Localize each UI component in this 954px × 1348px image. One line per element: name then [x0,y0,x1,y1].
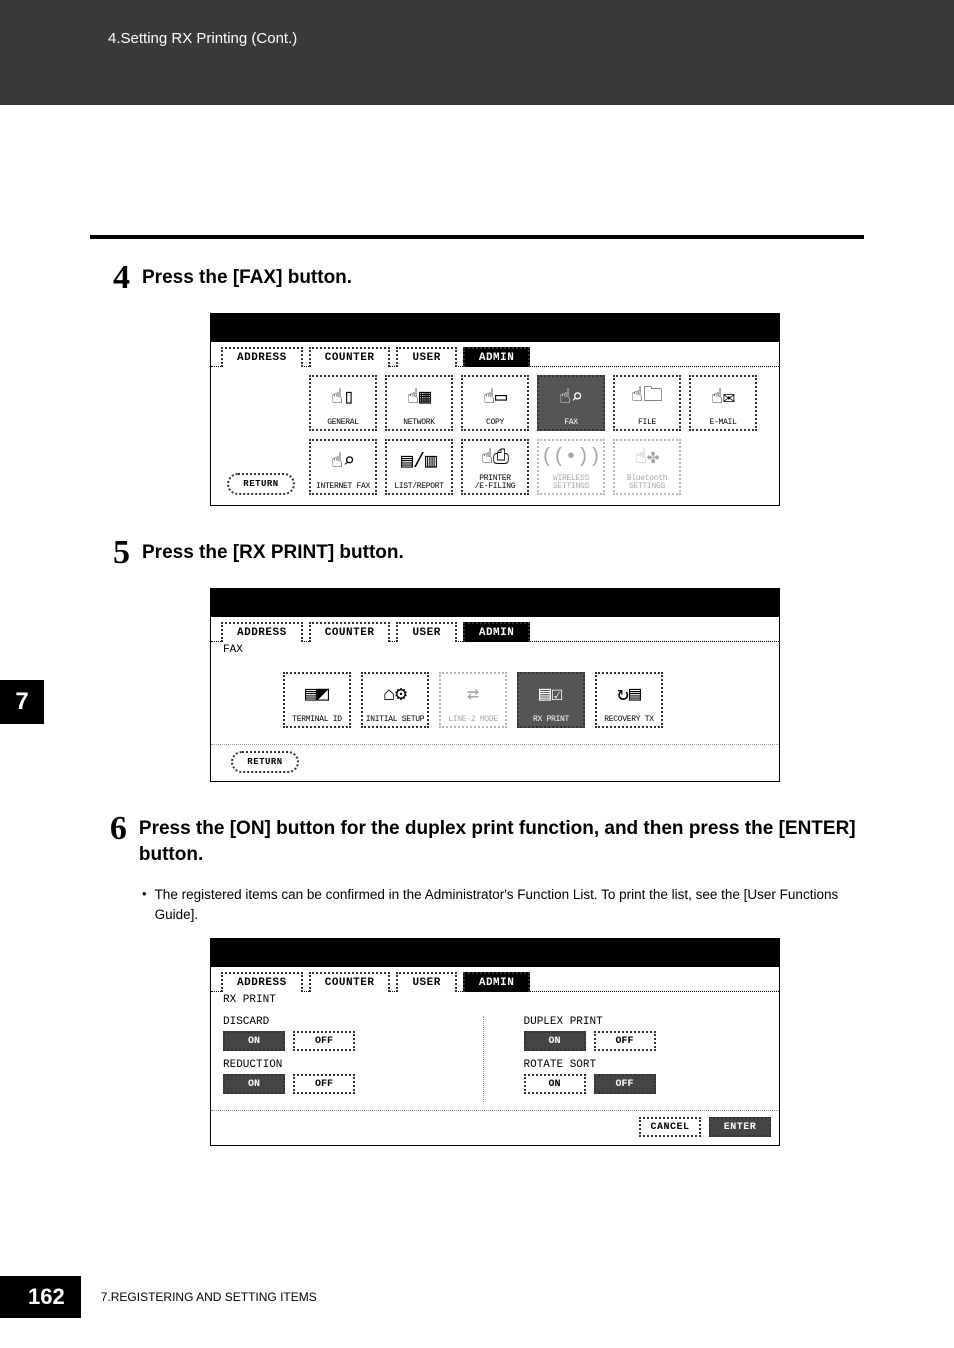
enter-button[interactable]: ENTER [709,1117,771,1137]
screen-subtitle: FAX [211,642,779,662]
printer-icon: ☝⎙ [481,441,509,473]
discard-on-button[interactable]: ON [223,1031,285,1051]
step-number: 5 [90,536,130,570]
note-text: The registered items can be confirmed in… [155,885,864,924]
copy-button[interactable]: ☝▭COPY [461,375,529,431]
tab-address[interactable]: ADDRESS [221,622,303,642]
tab-counter[interactable]: COUNTER [309,972,391,992]
section-rule [90,235,864,239]
step-number: 6 [90,812,127,846]
bluetooth-icon: ☝✤ [635,441,659,473]
footer-chapter: 7.REGISTERING AND SETTING ITEMS [101,1290,317,1304]
rotate-label: ROTATE SORT [524,1059,768,1071]
wireless-settings-button[interactable]: ((•))WIRELESS SETTINGS [537,439,605,495]
step-6-note: • The registered items can be confirmed … [142,885,864,924]
rx-print-icon: ▤☑ [539,674,563,714]
screen-3: ADDRESS COUNTER USER ADMIN RX PRINT DISC… [210,938,864,1146]
reduction-group: REDUCTION ON OFF [223,1059,467,1094]
step-number: 4 [90,261,130,295]
rotate-off-button[interactable]: OFF [594,1074,656,1094]
lcd-tabs: ADDRESS COUNTER USER ADMIN [211,342,779,367]
printer-efiling-button[interactable]: ☝⎙PRINTER /E-FILING [461,439,529,495]
recovery-tx-button[interactable]: ↻▤RECOVERY TX [595,672,663,728]
duplex-off-button[interactable]: OFF [594,1031,656,1051]
tab-counter[interactable]: COUNTER [309,347,391,367]
fax-button[interactable]: ☝⌕FAX [537,375,605,431]
chapter-side-tab: 7 [0,680,44,724]
duplex-label: DUPLEX PRINT [524,1016,768,1028]
discard-off-button[interactable]: OFF [293,1031,355,1051]
tab-address[interactable]: ADDRESS [221,972,303,992]
discard-label: DISCARD [223,1016,467,1028]
rotate-on-button[interactable]: ON [524,1074,586,1094]
terminal-id-icon: ▤◩ [305,674,329,714]
lcd-titlebar [211,939,779,967]
lcd-titlebar [211,314,779,342]
cancel-button[interactable]: CANCEL [639,1117,701,1137]
list-report-icon: ▤/▥ [401,441,437,481]
tab-user[interactable]: USER [396,622,456,642]
duplex-group: DUPLEX PRINT ON OFF [524,1016,768,1051]
step-instruction: Press the [ON] button for the duplex pri… [139,812,864,867]
page-footer: 162 7.REGISTERING AND SETTING ITEMS [0,1276,317,1318]
reduction-off-button[interactable]: OFF [293,1074,355,1094]
step-6: 6 Press the [ON] button for the duplex p… [90,812,864,867]
discard-group: DISCARD ON OFF [223,1016,467,1051]
list-report-button[interactable]: ▤/▥LIST/REPORT [385,439,453,495]
network-icon: ☝▦ [407,377,431,417]
email-icon: ☝✉ [711,377,735,417]
tab-admin[interactable]: ADMIN [463,622,531,642]
tab-address[interactable]: ADDRESS [221,347,303,367]
network-button[interactable]: ☝▦NETWORK [385,375,453,431]
page-number: 162 [0,1276,81,1318]
initial-setup-button[interactable]: ⌂⚙INITIAL SETUP [361,672,429,728]
file-button[interactable]: ☝🗀FILE [613,375,681,431]
bluetooth-settings-button[interactable]: ☝✤Bluetooth SETTINGS [613,439,681,495]
copy-icon: ☝▭ [483,377,507,417]
step-instruction: Press the [RX PRINT] button. [142,536,404,566]
step-5: 5 Press the [RX PRINT] button. [90,536,864,570]
recovery-tx-icon: ↻▤ [617,674,641,714]
tab-admin[interactable]: ADMIN [463,972,531,992]
return-button[interactable]: RETURN [231,751,299,773]
line2-mode-button[interactable]: ⇄LINE-2 MODE [439,672,507,728]
rotate-group: ROTATE SORT ON OFF [524,1059,768,1094]
screen-2: ADDRESS COUNTER USER ADMIN FAX ▤◩TERMINA… [210,588,864,782]
breadcrumb: 4.Setting RX Printing (Cont.) [108,30,297,47]
reduction-label: REDUCTION [223,1059,467,1071]
fax-icon: ☝⌕ [559,377,583,417]
internet-fax-icon: ☝⌕ [331,441,355,481]
tab-user[interactable]: USER [396,347,456,367]
tab-user[interactable]: USER [396,972,456,992]
screen-subtitle: RX PRINT [211,992,779,1012]
wireless-icon: ((•)) [541,441,601,473]
page-content: 4 Press the [FAX] button. ADDRESS COUNTE… [0,105,954,1146]
file-icon: ☝🗀 [631,377,663,417]
tab-admin[interactable]: ADMIN [463,347,531,367]
step-4: 4 Press the [FAX] button. [90,261,864,295]
general-button[interactable]: ☝▯GENERAL [309,375,377,431]
lcd-tabs: ADDRESS COUNTER USER ADMIN [211,617,779,642]
lcd-tabs: ADDRESS COUNTER USER ADMIN [211,967,779,992]
duplex-on-button[interactable]: ON [524,1031,586,1051]
tab-counter[interactable]: COUNTER [309,622,391,642]
initial-setup-icon: ⌂⚙ [383,674,407,714]
line2-icon: ⇄ [467,674,479,714]
lcd-titlebar [211,589,779,617]
screen-1: ADDRESS COUNTER USER ADMIN ☝▯GENERAL ☝▦N… [210,313,864,506]
general-icon: ☝▯ [331,377,355,417]
bullet-dot: • [142,885,147,924]
rx-print-button[interactable]: ▤☑RX PRINT [517,672,585,728]
reduction-on-button[interactable]: ON [223,1074,285,1094]
return-button[interactable]: RETURN [227,473,295,495]
terminal-id-button[interactable]: ▤◩TERMINAL ID [283,672,351,728]
internet-fax-button[interactable]: ☝⌕INTERNET FAX [309,439,377,495]
page-header: 4.Setting RX Printing (Cont.) [0,0,954,105]
email-button[interactable]: ☝✉E-MAIL [689,375,757,431]
step-instruction: Press the [FAX] button. [142,261,352,291]
